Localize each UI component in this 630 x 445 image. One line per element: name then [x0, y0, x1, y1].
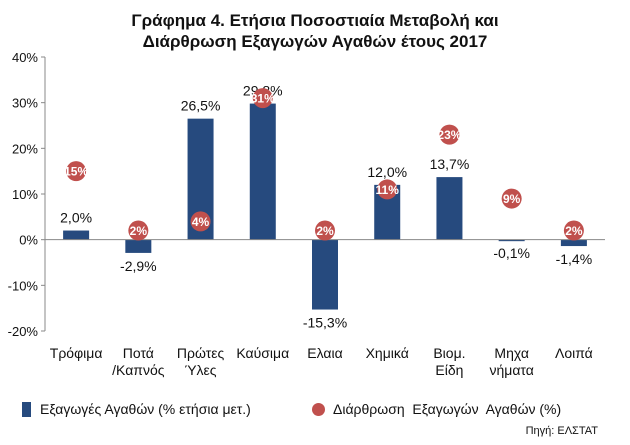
- bar-value-label: -15,3%: [303, 315, 347, 331]
- bar-value-label: 26,5%: [181, 98, 221, 114]
- category-label: Πρώτες: [177, 345, 225, 361]
- structure-point: [377, 179, 398, 200]
- bar-value-label: -2,9%: [120, 258, 157, 274]
- bar-exports: [498, 239, 525, 242]
- legend-label-structure: Διάρθρωση Εξαγωγών Αγαθών (%): [333, 401, 562, 417]
- category-label: Ποτά: [123, 345, 154, 361]
- y-tick-label: 40%: [12, 50, 38, 65]
- legend-dot-swatch: [312, 402, 325, 416]
- category-label: Τρόφιμα: [50, 345, 103, 361]
- bar-value-label: -0,1%: [493, 245, 530, 261]
- category-label: Καύσιμα: [236, 345, 289, 361]
- structure-point: [439, 124, 460, 145]
- category-label: /Καπνός: [112, 362, 165, 378]
- structure-point-label: 2%: [130, 224, 148, 238]
- y-tick-label: -20%: [8, 324, 39, 339]
- structure-point-label: 23%: [437, 128, 461, 142]
- chart-title-line-1: Γράφημα 4. Ετήσια Ποσοστιαία Μεταβολή κα…: [131, 11, 499, 30]
- category-label: Λοιπά: [555, 345, 593, 361]
- structure-point: [315, 220, 335, 241]
- category-label: Είδη: [435, 362, 463, 378]
- y-tick-label: 20%: [12, 141, 38, 156]
- structure-point: [252, 88, 273, 109]
- structure-point-label: 15%: [64, 165, 88, 179]
- structure-point: [128, 220, 149, 241]
- y-tick-label: 10%: [12, 187, 38, 202]
- bar-value-label: -1,4%: [556, 251, 593, 267]
- category-label: Μηχα: [494, 345, 529, 361]
- bar-exports: [249, 103, 276, 240]
- bar-exports: [63, 230, 90, 240]
- chart-title-line-2: Διάρθρωση Εξαγωγών Αγαθών έτους 2017: [142, 32, 488, 51]
- category-label: νήματα: [489, 362, 533, 378]
- bar-value-label: 2,0%: [60, 210, 92, 226]
- legend-bar-swatch: [22, 401, 31, 417]
- chart-title: Γράφημα 4. Ετήσια Ποσοστιαία Μεταβολή κα…: [0, 10, 630, 52]
- structure-point-label: 11%: [376, 183, 400, 197]
- y-tick-label: -10%: [8, 278, 39, 293]
- structure-point-label: 9%: [503, 192, 521, 206]
- legend-label-exports: Εξαγωγές Αγαθών (% ετήσια μετ.): [40, 401, 251, 417]
- category-label: Χημικά: [366, 345, 409, 361]
- structure-point: [501, 188, 522, 209]
- structure-point-label: 31%: [251, 92, 275, 106]
- source-note: Πηγή: ΕΛΣΤΑΤ: [525, 425, 598, 437]
- y-tick-label: 0%: [19, 233, 38, 248]
- structure-point: [190, 211, 211, 232]
- category-label: Βιομ.: [433, 345, 465, 361]
- structure-point: [563, 220, 584, 241]
- structure-point-label: 2%: [565, 224, 583, 238]
- structure-point-label: 4%: [192, 215, 210, 229]
- legend-item-structure: Διάρθρωση Εξαγωγών Αγαθών (%): [312, 401, 561, 417]
- structure-point-label: 2%: [316, 224, 334, 238]
- y-tick-label: 30%: [12, 96, 38, 111]
- bar-value-label: 12,0%: [367, 164, 407, 180]
- category-label: Ύλες: [185, 362, 217, 378]
- bar-exports: [125, 239, 152, 253]
- structure-point: [66, 161, 87, 182]
- bar-exports: [560, 239, 587, 247]
- bar-exports: [436, 177, 463, 240]
- bar-exports: [312, 239, 338, 310]
- category-label: Ελαια: [307, 345, 342, 361]
- bar-value-label: 13,7%: [430, 156, 470, 172]
- legend-item-exports: Εξαγωγές Αγαθών (% ετήσια μετ.): [22, 401, 251, 417]
